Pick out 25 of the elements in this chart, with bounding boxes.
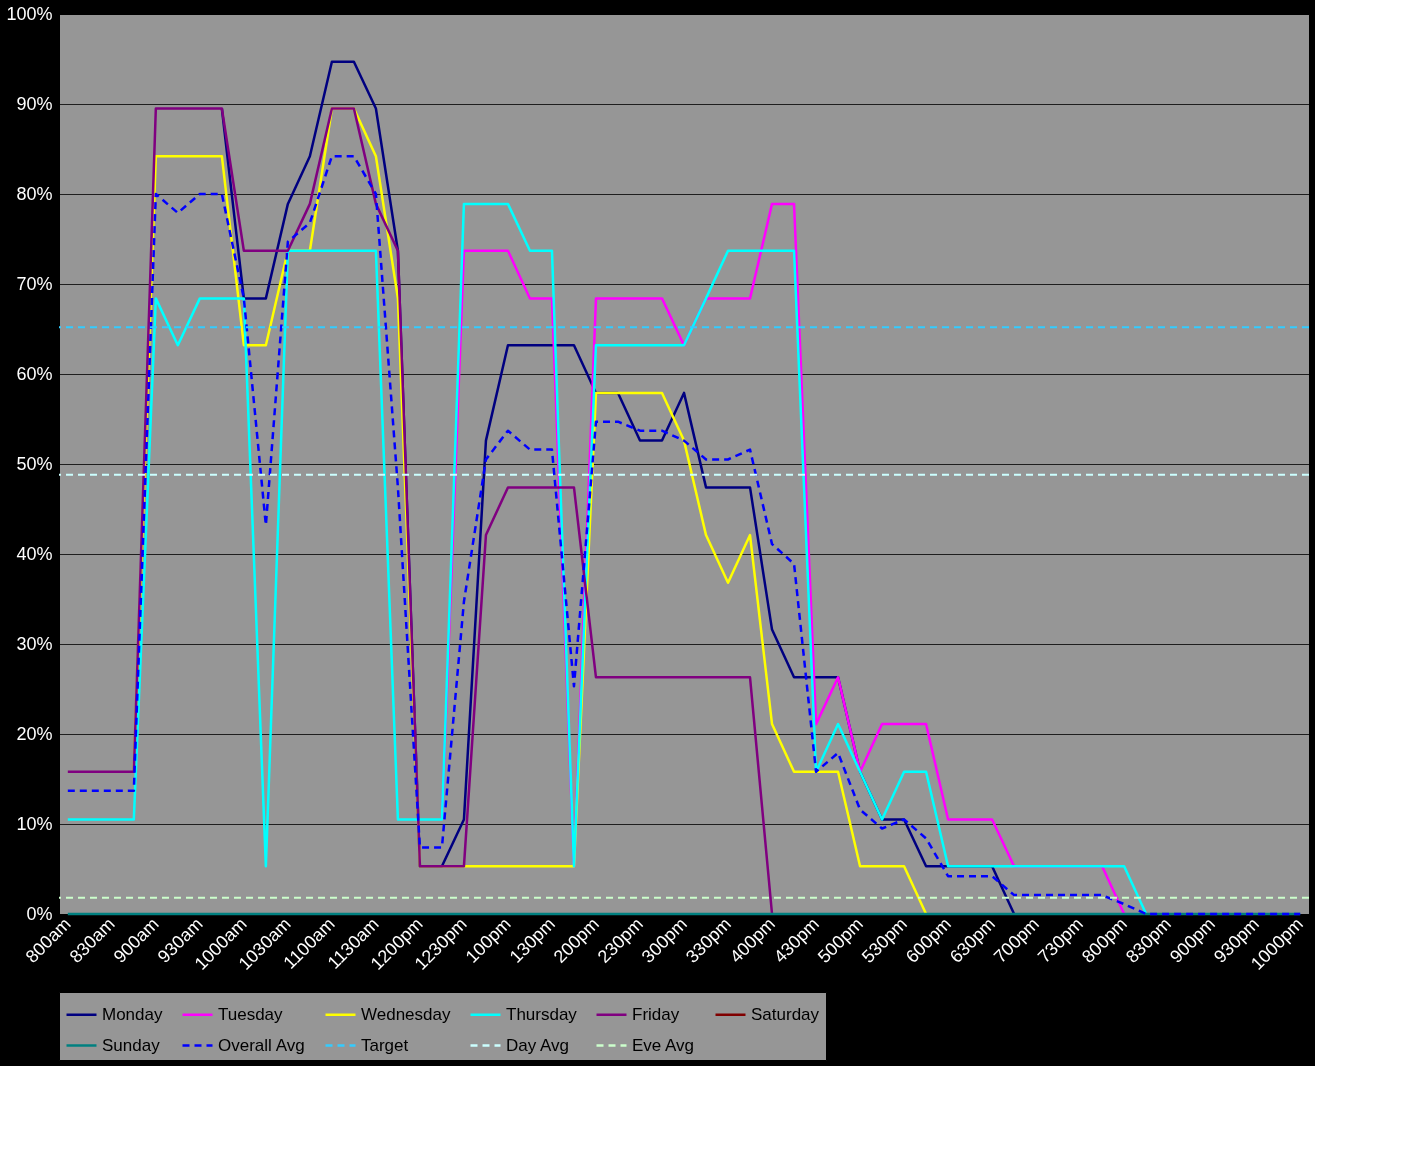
legend-label: Saturday (751, 1004, 820, 1024)
y-tick-label: 30% (16, 633, 53, 654)
y-tick-label: 0% (26, 903, 53, 924)
legend-label: Thursday (506, 1004, 578, 1024)
legend-label: Day Avg (506, 1035, 570, 1055)
legend-label: Sunday (102, 1035, 161, 1055)
legend-label: Monday (102, 1004, 163, 1024)
line-series (66, 154, 1302, 916)
legend-label: Target (361, 1035, 409, 1055)
line-series (66, 202, 1148, 916)
line-series (66, 107, 774, 916)
legend-label: Wednesday (361, 1004, 451, 1024)
legend-label: Overall Avg (218, 1035, 305, 1055)
y-tick-label: 40% (16, 543, 53, 564)
y-tick-label: 80% (16, 183, 53, 204)
y-tick-label: 100% (6, 3, 53, 24)
y-tick-label: 90% (16, 93, 53, 114)
y-tick-label: 70% (16, 273, 53, 294)
legend-label: Eve Avg (632, 1035, 695, 1055)
y-tick-label: 20% (16, 723, 53, 744)
y-tick-label: 10% (16, 813, 53, 834)
legend-label: Friday (632, 1004, 680, 1024)
y-tick-label: 50% (16, 453, 53, 474)
legend-label: Tuesday (218, 1004, 284, 1024)
y-tick-label: 60% (16, 363, 53, 384)
